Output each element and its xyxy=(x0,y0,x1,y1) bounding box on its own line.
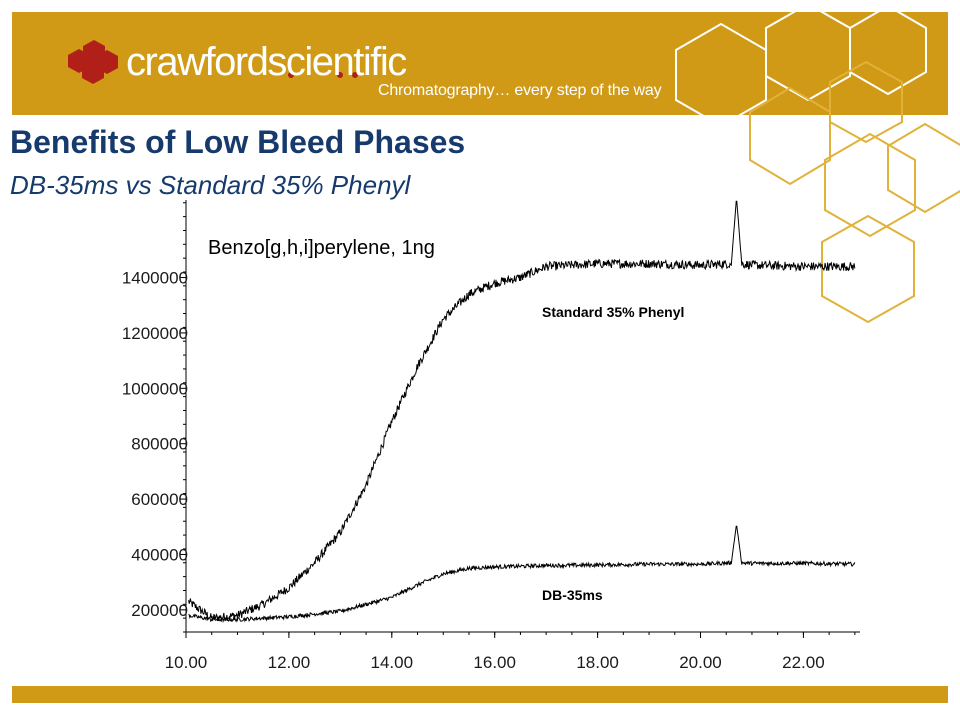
x-tick-label: 18.00 xyxy=(576,653,619,672)
hexagon-outline-icon xyxy=(765,2,851,102)
brand-name: crawfordscientific xyxy=(126,40,407,84)
series-label-db35ms: DB-35ms xyxy=(542,587,603,603)
y-tick-label: 600000 xyxy=(131,490,188,509)
y-tick-label: 400000 xyxy=(131,545,188,564)
x-tick-label: 14.00 xyxy=(371,653,414,672)
hexagon-outline-icon xyxy=(824,132,916,238)
logo-dot-icon xyxy=(288,72,294,78)
brand-tagline: Chromatography… every step of the way xyxy=(378,82,662,99)
logo-hexagon-icon xyxy=(82,60,104,84)
series-label-standard: Standard 35% Phenyl xyxy=(542,304,684,320)
x-tick-label: 20.00 xyxy=(679,653,722,672)
header-banner xyxy=(12,12,948,115)
y-tick-label: 800000 xyxy=(131,435,188,454)
logo-dot-icon xyxy=(337,72,343,78)
series-line-db-35ms xyxy=(188,525,856,624)
y-minor-ticks xyxy=(183,202,186,633)
y-tick-label: 200000 xyxy=(131,601,188,620)
hexagon-outline-icon xyxy=(821,214,915,324)
peak-annotation: Benzo[g,h,i]perylene, 1ng xyxy=(208,237,435,259)
slide-subtitle: DB-35ms vs Standard 35% Phenyl xyxy=(10,170,411,200)
x-minor-ticks xyxy=(185,632,856,635)
y-tick-labels: 200000 400000 600000 800000 1000000 1200000 14… xyxy=(122,269,188,620)
hexagon-outline-icon xyxy=(887,122,960,214)
slide-title: Benefits of Low Bleed Phases xyxy=(10,124,466,160)
x-tick-labels: 10.00 12.00 14.00 16.00 18.00 20.00 22.00 xyxy=(165,632,825,672)
hexagon-outline-icon xyxy=(675,22,767,128)
footer-bar xyxy=(12,686,948,703)
x-tick-label: 22.00 xyxy=(782,653,825,672)
x-tick-label: 10.00 xyxy=(165,653,208,672)
y-tick-label: 1200000 xyxy=(122,324,188,343)
hexagon-outline-icon xyxy=(829,60,903,144)
y-tick-label: 1400000 xyxy=(122,269,188,288)
x-tick-label: 12.00 xyxy=(268,653,311,672)
series-lines xyxy=(188,200,856,624)
y-tick-label: 1000000 xyxy=(122,379,188,398)
logo-dot-icon xyxy=(352,72,358,78)
series-line-standard-35-phenyl xyxy=(188,200,856,622)
crawford-logo-icon xyxy=(68,40,358,84)
hexagon-outline-icon xyxy=(749,86,831,186)
chart-axes xyxy=(183,200,860,635)
x-tick-label: 16.00 xyxy=(473,653,516,672)
